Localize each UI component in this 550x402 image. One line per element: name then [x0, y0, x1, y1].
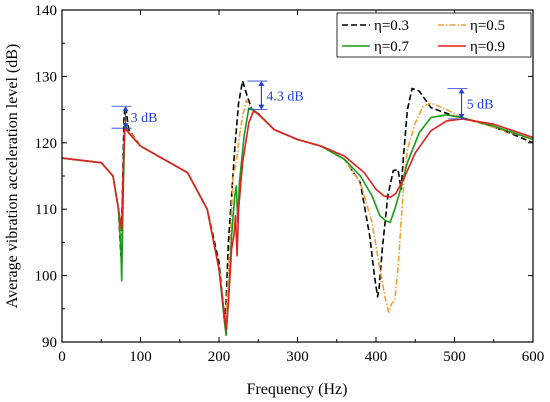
- arrow-up-icon: [258, 81, 265, 87]
- plot-background: [62, 10, 533, 342]
- x-tick-label: 400: [365, 349, 388, 365]
- legend-label-2: η=0.5: [470, 18, 505, 34]
- arrow-down-icon: [458, 113, 465, 119]
- axes-layer: 0 100 200 300 400 500 600 90 100 110 120 130 140: [35, 3, 545, 365]
- x-tick-label: 200: [208, 349, 231, 365]
- annotation-1: 3 dB: [111, 105, 158, 129]
- y-tick-label: 100: [35, 269, 58, 285]
- x-tick-label: 100: [129, 349, 152, 365]
- legend-box: [336, 12, 532, 58]
- annotation-layer: 3 dB 4.3 dB 5 dB: [111, 80, 494, 129]
- arrow-up-icon: [458, 88, 465, 94]
- legend-label-4: η=0.9: [470, 39, 505, 55]
- annotation-2: 4.3 dB: [247, 80, 304, 110]
- y-tick-label: 90: [42, 335, 57, 351]
- arrow-up-icon: [122, 106, 129, 112]
- legend: η=0.3 η=0.5 η=0.7 η=0.9: [336, 12, 532, 58]
- x-tick-label: 0: [58, 349, 66, 365]
- y-tick-label: 120: [35, 136, 58, 152]
- y-axis-label: Average vibration acceleration level (dB…: [4, 44, 21, 308]
- annotation-3: 5 dB: [447, 87, 494, 120]
- series-line-4: [62, 110, 533, 331]
- y-tick-label: 140: [35, 3, 58, 19]
- x-tick-label: 300: [286, 349, 309, 365]
- x-tick-label: 500: [443, 349, 466, 365]
- arrow-down-icon: [122, 123, 129, 129]
- annotation-label: 3 dB: [131, 111, 158, 126]
- y-tick-label: 130: [35, 69, 58, 85]
- x-axis-label: Frequency (Hz): [247, 381, 348, 398]
- series-line-1: [62, 80, 533, 323]
- annotation-label: 5 dB: [467, 98, 494, 113]
- plot-area: [62, 10, 533, 342]
- arrow-down-icon: [258, 104, 265, 110]
- legend-label-3: η=0.7: [374, 39, 410, 55]
- x-tick-label: 600: [522, 349, 545, 365]
- annotation-label: 4.3 dB: [266, 89, 303, 104]
- legend-label-1: η=0.3: [374, 18, 409, 34]
- y-tick-label: 110: [35, 202, 57, 218]
